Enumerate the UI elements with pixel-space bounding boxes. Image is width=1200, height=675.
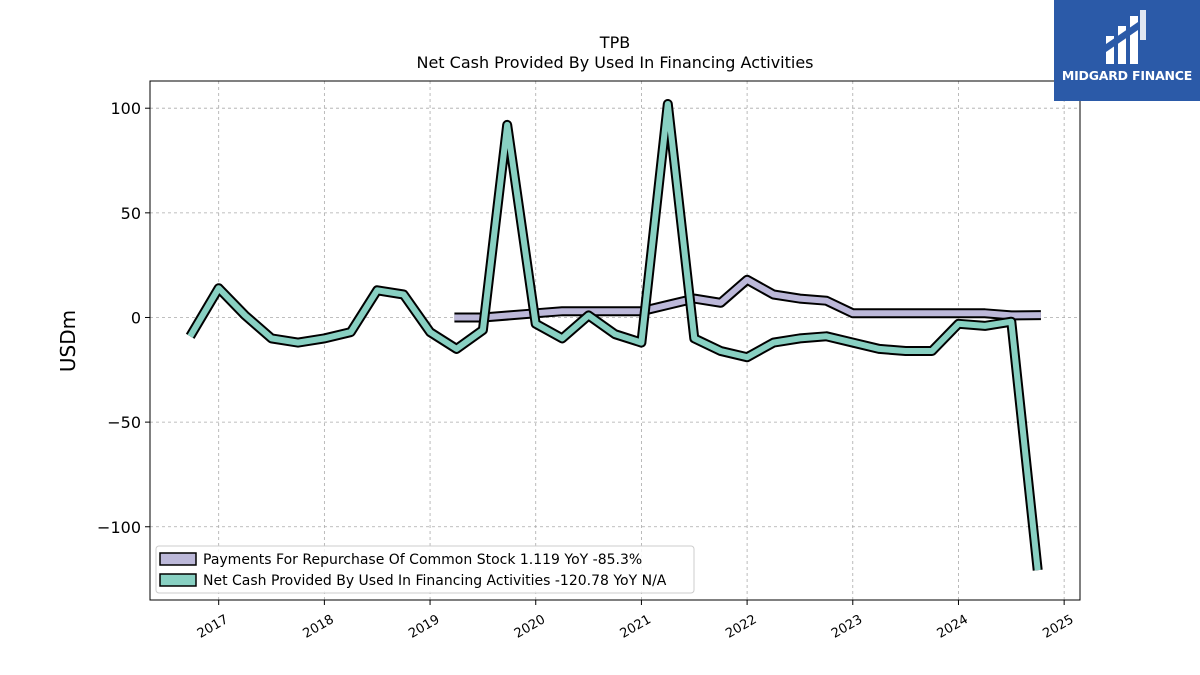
brand-logo: MIDGARD FINANCE bbox=[1054, 0, 1200, 101]
series-line-financing bbox=[187, 101, 1041, 571]
series-layer bbox=[185, 99, 1043, 571]
legend: Payments For Repurchase Of Common Stock … bbox=[155, 545, 695, 594]
x-tick-label: 2019 bbox=[406, 612, 442, 642]
legend-label-financing: Net Cash Provided By Used In Financing A… bbox=[203, 573, 667, 589]
x-tick-label: 2023 bbox=[829, 612, 865, 642]
chart-subtitle: Net Cash Provided By Used In Financing A… bbox=[416, 53, 813, 72]
series-line-repurchase bbox=[454, 276, 1041, 321]
y-tick-label: 0 bbox=[131, 308, 141, 327]
chart-title: TPB bbox=[599, 33, 630, 52]
brand-name: MIDGARD FINANCE bbox=[1061, 68, 1193, 83]
midgard-logo-icon bbox=[1106, 10, 1146, 64]
y-axis-label: USDm bbox=[56, 310, 80, 372]
x-tick-label: 2018 bbox=[301, 612, 337, 642]
legend-label-repurchase: Payments For Repurchase Of Common Stock … bbox=[203, 552, 642, 568]
x-tick-label: 2021 bbox=[618, 612, 654, 642]
x-tick-label: 2022 bbox=[723, 612, 759, 642]
legend-swatch-financing bbox=[159, 573, 197, 587]
y-tick-label: −100 bbox=[97, 518, 141, 537]
y-tick-label: 50 bbox=[121, 204, 141, 223]
x-tick-label: 2025 bbox=[1040, 612, 1076, 642]
legend-swatch-repurchase bbox=[159, 552, 197, 566]
legend-frame bbox=[155, 545, 695, 594]
grid-layer bbox=[150, 81, 1080, 600]
y-tick-label: −50 bbox=[107, 413, 141, 432]
y-tick-label: 100 bbox=[110, 99, 141, 118]
x-tick-label: 2020 bbox=[512, 612, 548, 642]
x-tick-label: 2017 bbox=[195, 612, 231, 642]
plot-frame bbox=[149, 80, 1081, 601]
x-tick-label: 2024 bbox=[935, 612, 971, 642]
